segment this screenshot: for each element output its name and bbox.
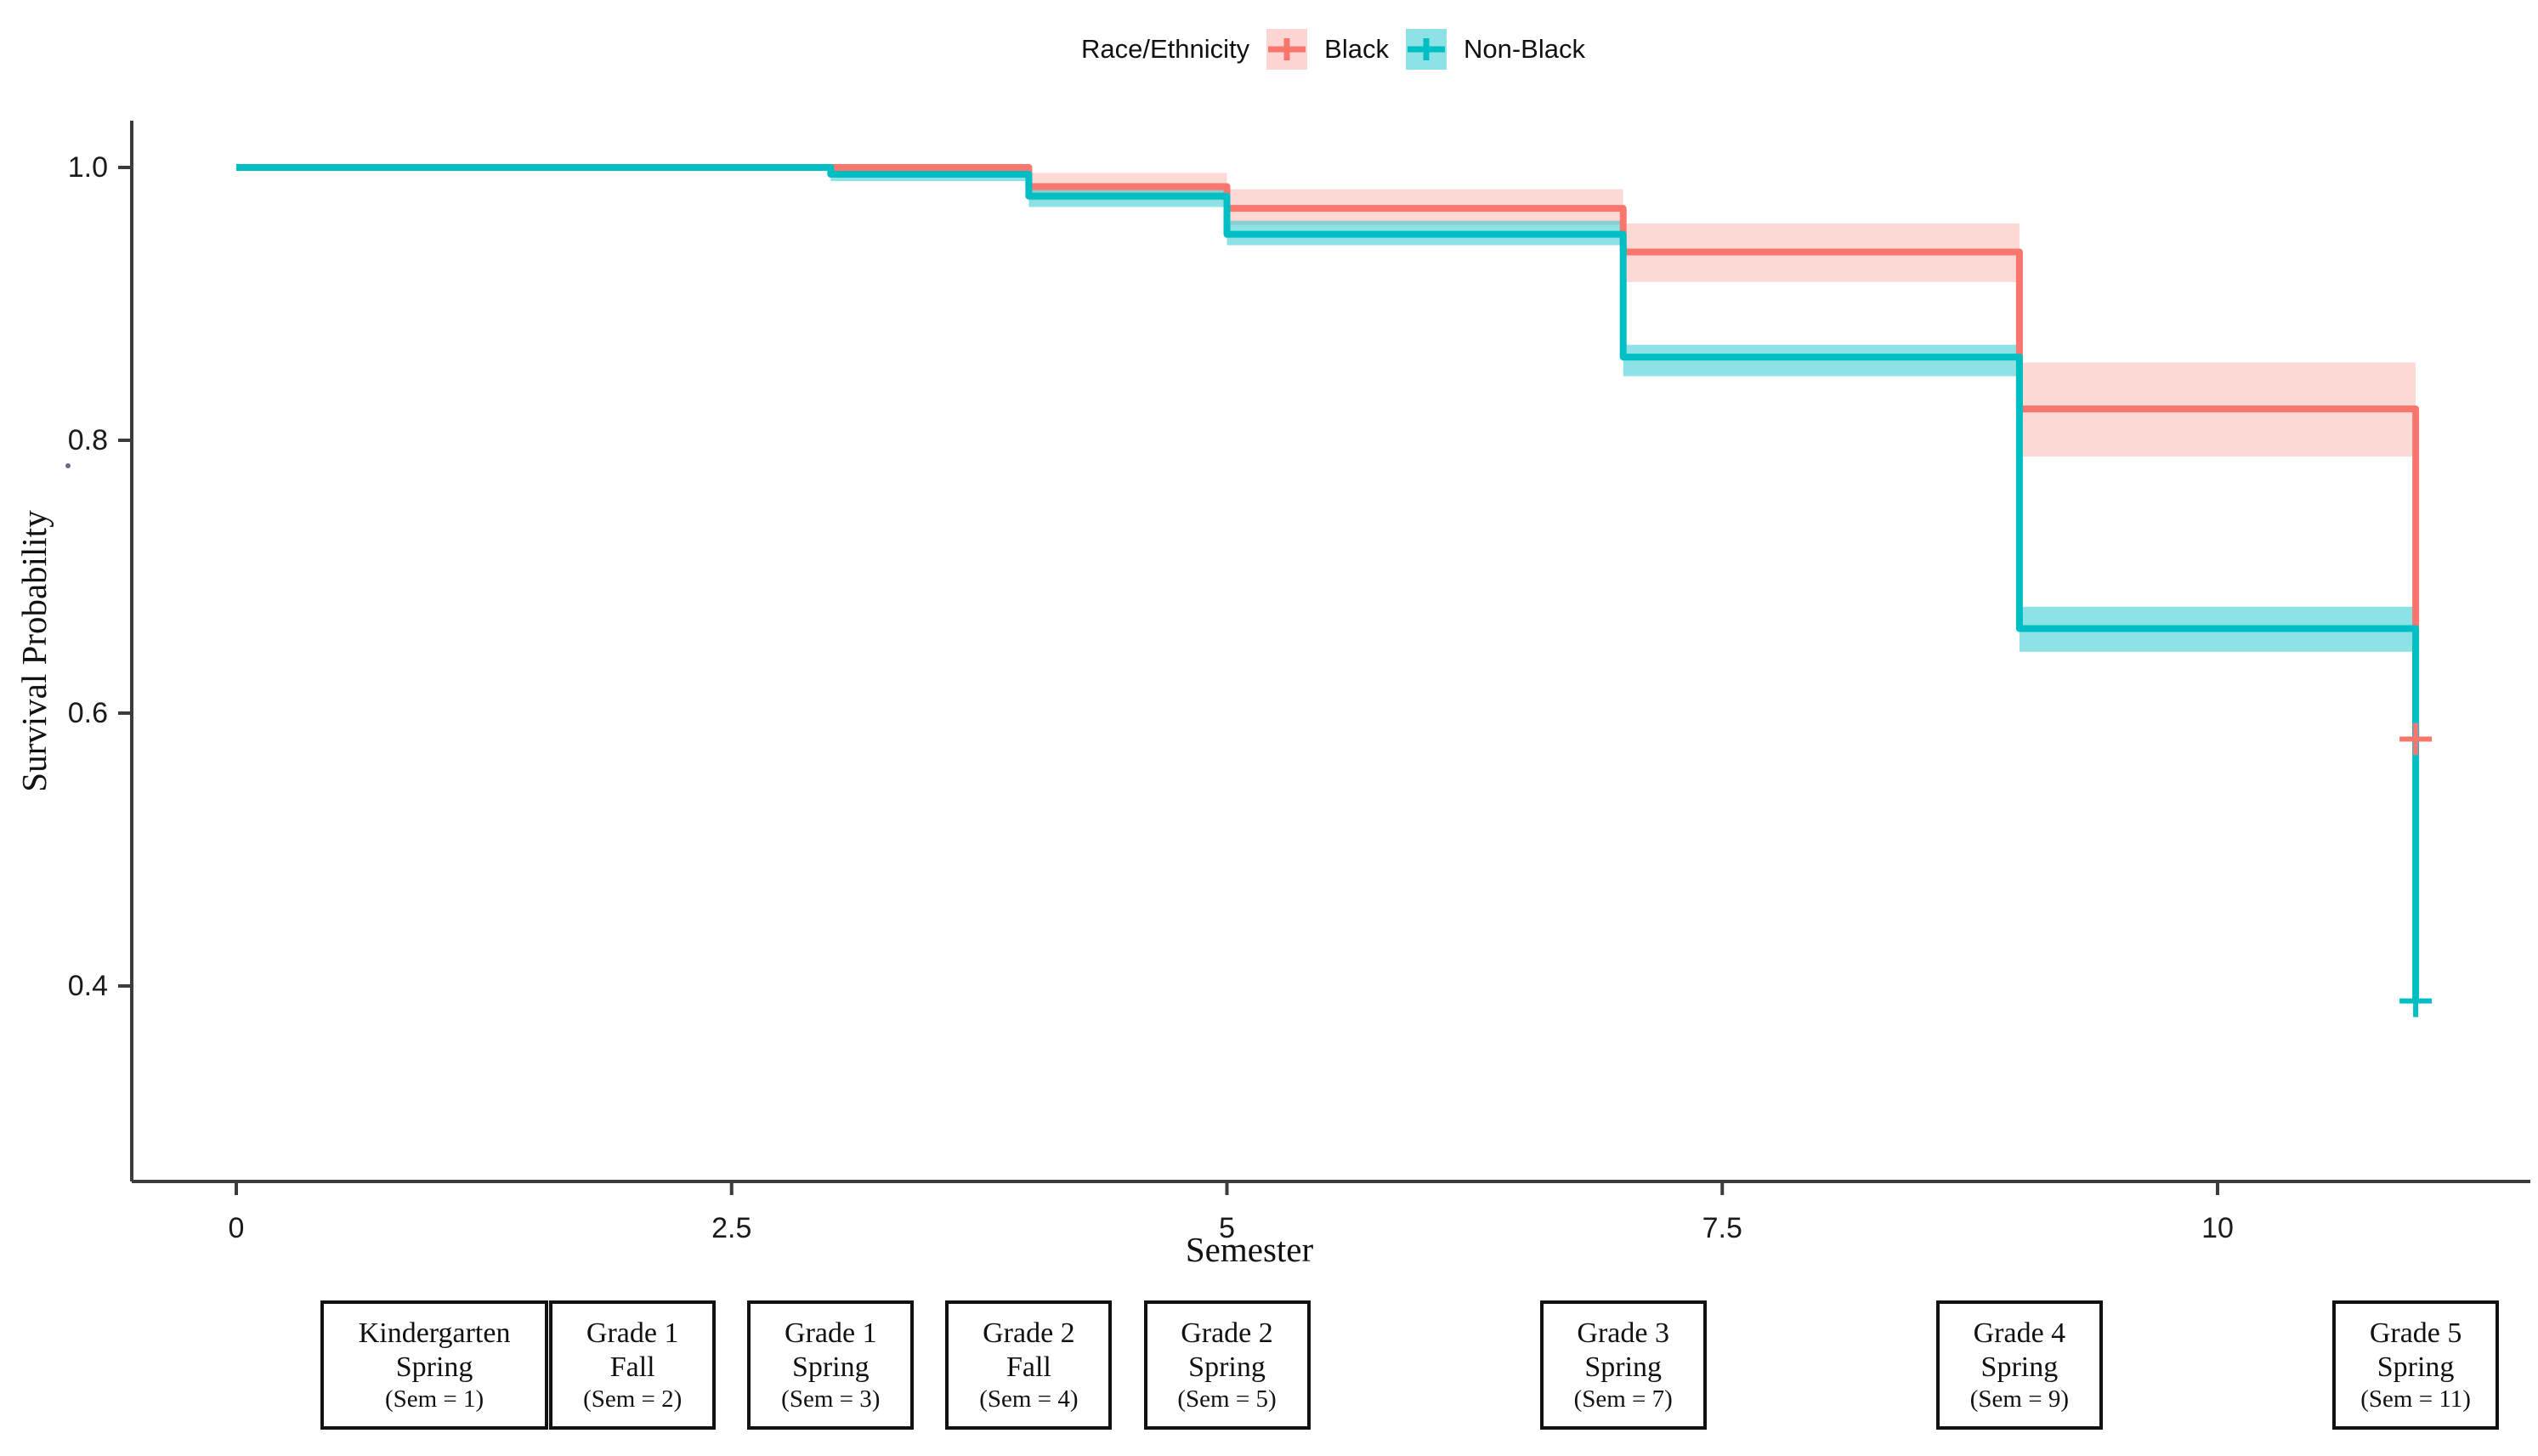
x-tick-label: 0 <box>229 1212 245 1244</box>
plus-censor-icon <box>1405 29 1447 70</box>
stage-box-grade-label: Grade 4 <box>1973 1317 2066 1349</box>
y-tick-label: 0.4 <box>68 970 108 1002</box>
stage-box-sem-label: (Sem = 2) <box>583 1385 683 1413</box>
stage-box-sem-label: (Sem = 3) <box>781 1385 881 1413</box>
legend-label-black: Black <box>1324 34 1389 64</box>
stage-box-sem-9: Grade 4 Spring (Sem = 9) <box>1935 1300 2103 1430</box>
stage-box-grade-label: Grade 2 <box>983 1317 1075 1349</box>
stage-box-sem-3: Grade 1 Spring (Sem = 3) <box>747 1300 915 1430</box>
y-tick-label: 0.6 <box>68 697 108 729</box>
x-tick-label: 10 <box>2201 1212 2234 1244</box>
stage-box-grade-label: Spring <box>791 1351 870 1383</box>
stage-box-sem-1: Kindergarten Spring (Sem = 1) <box>320 1300 549 1430</box>
plus-censor-icon <box>1266 29 1308 70</box>
stage-box-grade-label: Grade 1 <box>785 1317 877 1349</box>
ci-band-non-black <box>1623 344 2020 377</box>
stage-box-grade-label: Spring <box>1584 1351 1663 1383</box>
y-tick-label: 1.0 <box>68 151 108 184</box>
stage-box-grade-label: Grade 5 <box>2369 1317 2462 1349</box>
stage-box-sem-7: Grade 3 Spring (Sem = 7) <box>1539 1300 1707 1430</box>
stage-box-sem-label: (Sem = 1) <box>384 1385 484 1413</box>
stage-box-grade-label: Spring <box>1188 1351 1266 1383</box>
legend-key-black <box>1266 29 1308 70</box>
stage-box-grade-label: Fall <box>1006 1351 1051 1383</box>
legend-label-nonblack: Non-Black <box>1463 34 1585 64</box>
legend-key-nonblack <box>1405 29 1447 70</box>
y-tick-label: 0.8 <box>68 424 108 456</box>
legend-title: Race/Ethnicity <box>1081 34 1250 64</box>
stage-box-sem-11: Grade 5 Spring (Sem = 11) <box>2332 1300 2500 1430</box>
survival-line-non-black <box>236 164 2420 1001</box>
stage-box-sem-label: (Sem = 5) <box>1177 1385 1277 1413</box>
stage-box-grade-label: Kindergarten <box>358 1317 511 1349</box>
stage-box-grade-label: Spring <box>1980 1351 2059 1383</box>
stage-box-sem-label: (Sem = 4) <box>979 1385 1079 1413</box>
stage-box-grade-label: Grade 1 <box>586 1317 679 1349</box>
x-tick-label: 2.5 <box>711 1212 751 1244</box>
stage-box-grade-label: Grade 3 <box>1577 1317 1669 1349</box>
y-axis-title: Survival Probability <box>14 510 54 792</box>
stage-box-sem-label: (Sem = 11) <box>2360 1385 2471 1413</box>
stage-box-sem-label: (Sem = 9) <box>1969 1385 2069 1413</box>
stage-box-grade-label: Spring <box>395 1351 473 1383</box>
legend: Race/Ethnicity Black Non-Black <box>1081 25 1585 73</box>
x-axis-title: Semester <box>1185 1230 1314 1269</box>
stage-box-grade-label: Grade 2 <box>1181 1317 1273 1349</box>
stray-dot <box>65 463 71 468</box>
stage-box-sem-label: (Sem = 7) <box>1573 1385 1673 1413</box>
stage-box-sem-4: Grade 2 Fall (Sem = 4) <box>945 1300 1113 1430</box>
x-tick-label: 7.5 <box>1702 1212 1742 1244</box>
stage-box-grade-label: Spring <box>2377 1351 2455 1383</box>
x-tick-label: 5 <box>1219 1212 1235 1244</box>
stage-box-grade-label: Fall <box>609 1351 655 1383</box>
stage-box-sem-5: Grade 2 Spring (Sem = 5) <box>1143 1300 1311 1430</box>
stage-box-sem-2: Grade 1 Fall (Sem = 2) <box>549 1300 717 1430</box>
